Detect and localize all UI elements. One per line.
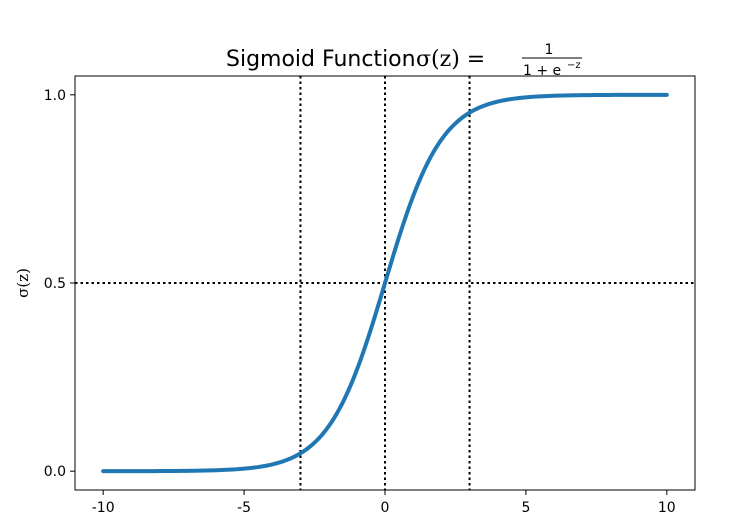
x-tick-label: 0 [381, 500, 390, 516]
y-axis-ticks: 0.0 0.5 1.0 [44, 88, 75, 480]
y-tick-label: 0.5 [44, 276, 66, 292]
title-fraction-exponent: −z [567, 60, 581, 71]
x-tick-label: 5 [521, 500, 530, 516]
y-axis-label: σ(z) [14, 268, 32, 298]
title-fraction-denominator: 1 + e [523, 63, 561, 79]
y-tick-label: 0.0 [44, 464, 66, 480]
chart-title: Sigmoid Function σ(z) = 1 1 + e −z [226, 42, 582, 79]
x-tick-label: -10 [92, 500, 115, 516]
x-axis-ticks: -10 -5 0 5 10 [92, 490, 676, 516]
y-tick-label: 1.0 [44, 88, 66, 104]
chart-title-sigma: σ(z) = [416, 47, 485, 72]
chart-title-text: Sigmoid Function [226, 47, 416, 72]
series-group [101, 92, 669, 474]
title-fraction-numerator: 1 [545, 42, 554, 58]
sigmoid-curve [101, 92, 669, 474]
x-tick-label: -5 [237, 500, 251, 516]
x-tick-label: 10 [658, 500, 676, 516]
